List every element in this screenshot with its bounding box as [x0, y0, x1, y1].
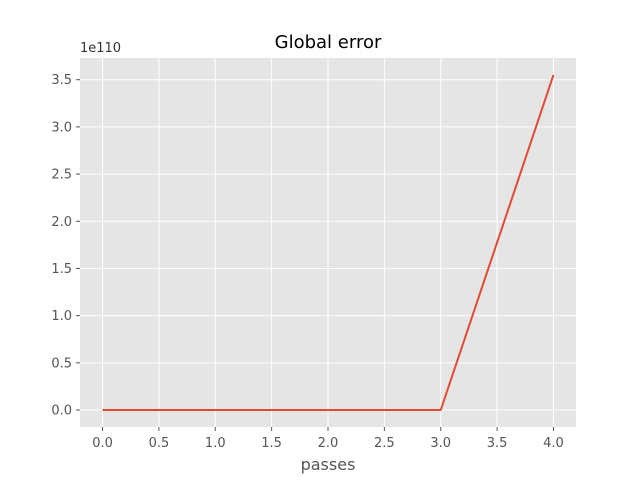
x-tick-label: 3.5: [487, 436, 508, 451]
y-offset-label: 1e110: [80, 41, 121, 56]
y-tick-label: 2.0: [51, 215, 72, 230]
x-tick-label: 1.0: [205, 436, 226, 451]
y-tick-label: 0.0: [51, 404, 72, 419]
y-axis: 0.0 0.5 1.0 1.5 2.0 2.5 3.0 3.5: [51, 73, 80, 419]
x-tick-label: 1.5: [261, 436, 282, 451]
x-tick-label: 4.0: [543, 436, 564, 451]
chart-title: Global error: [275, 32, 382, 53]
x-axis-label: passes: [301, 455, 356, 474]
y-tick-label: 3.0: [51, 120, 72, 135]
y-tick-label: 2.5: [51, 168, 72, 183]
x-tick-label: 0.5: [149, 436, 170, 451]
y-tick-label: 3.5: [51, 73, 72, 88]
x-tick-label: 3.0: [430, 436, 451, 451]
x-tick-label: 2.0: [318, 436, 339, 451]
y-tick-label: 1.5: [51, 262, 72, 277]
y-tick-label: 1.0: [51, 309, 72, 324]
x-axis: 0.0 0.5 1.0 1.5 2.0 2.5 3.0 3.5 4.0: [92, 427, 564, 451]
x-tick-label: 2.5: [374, 436, 395, 451]
series-line: [102, 74, 555, 412]
y-tick-label: 0.5: [51, 356, 72, 371]
series-layer: [102, 74, 555, 412]
x-tick-label: 0.0: [92, 436, 113, 451]
